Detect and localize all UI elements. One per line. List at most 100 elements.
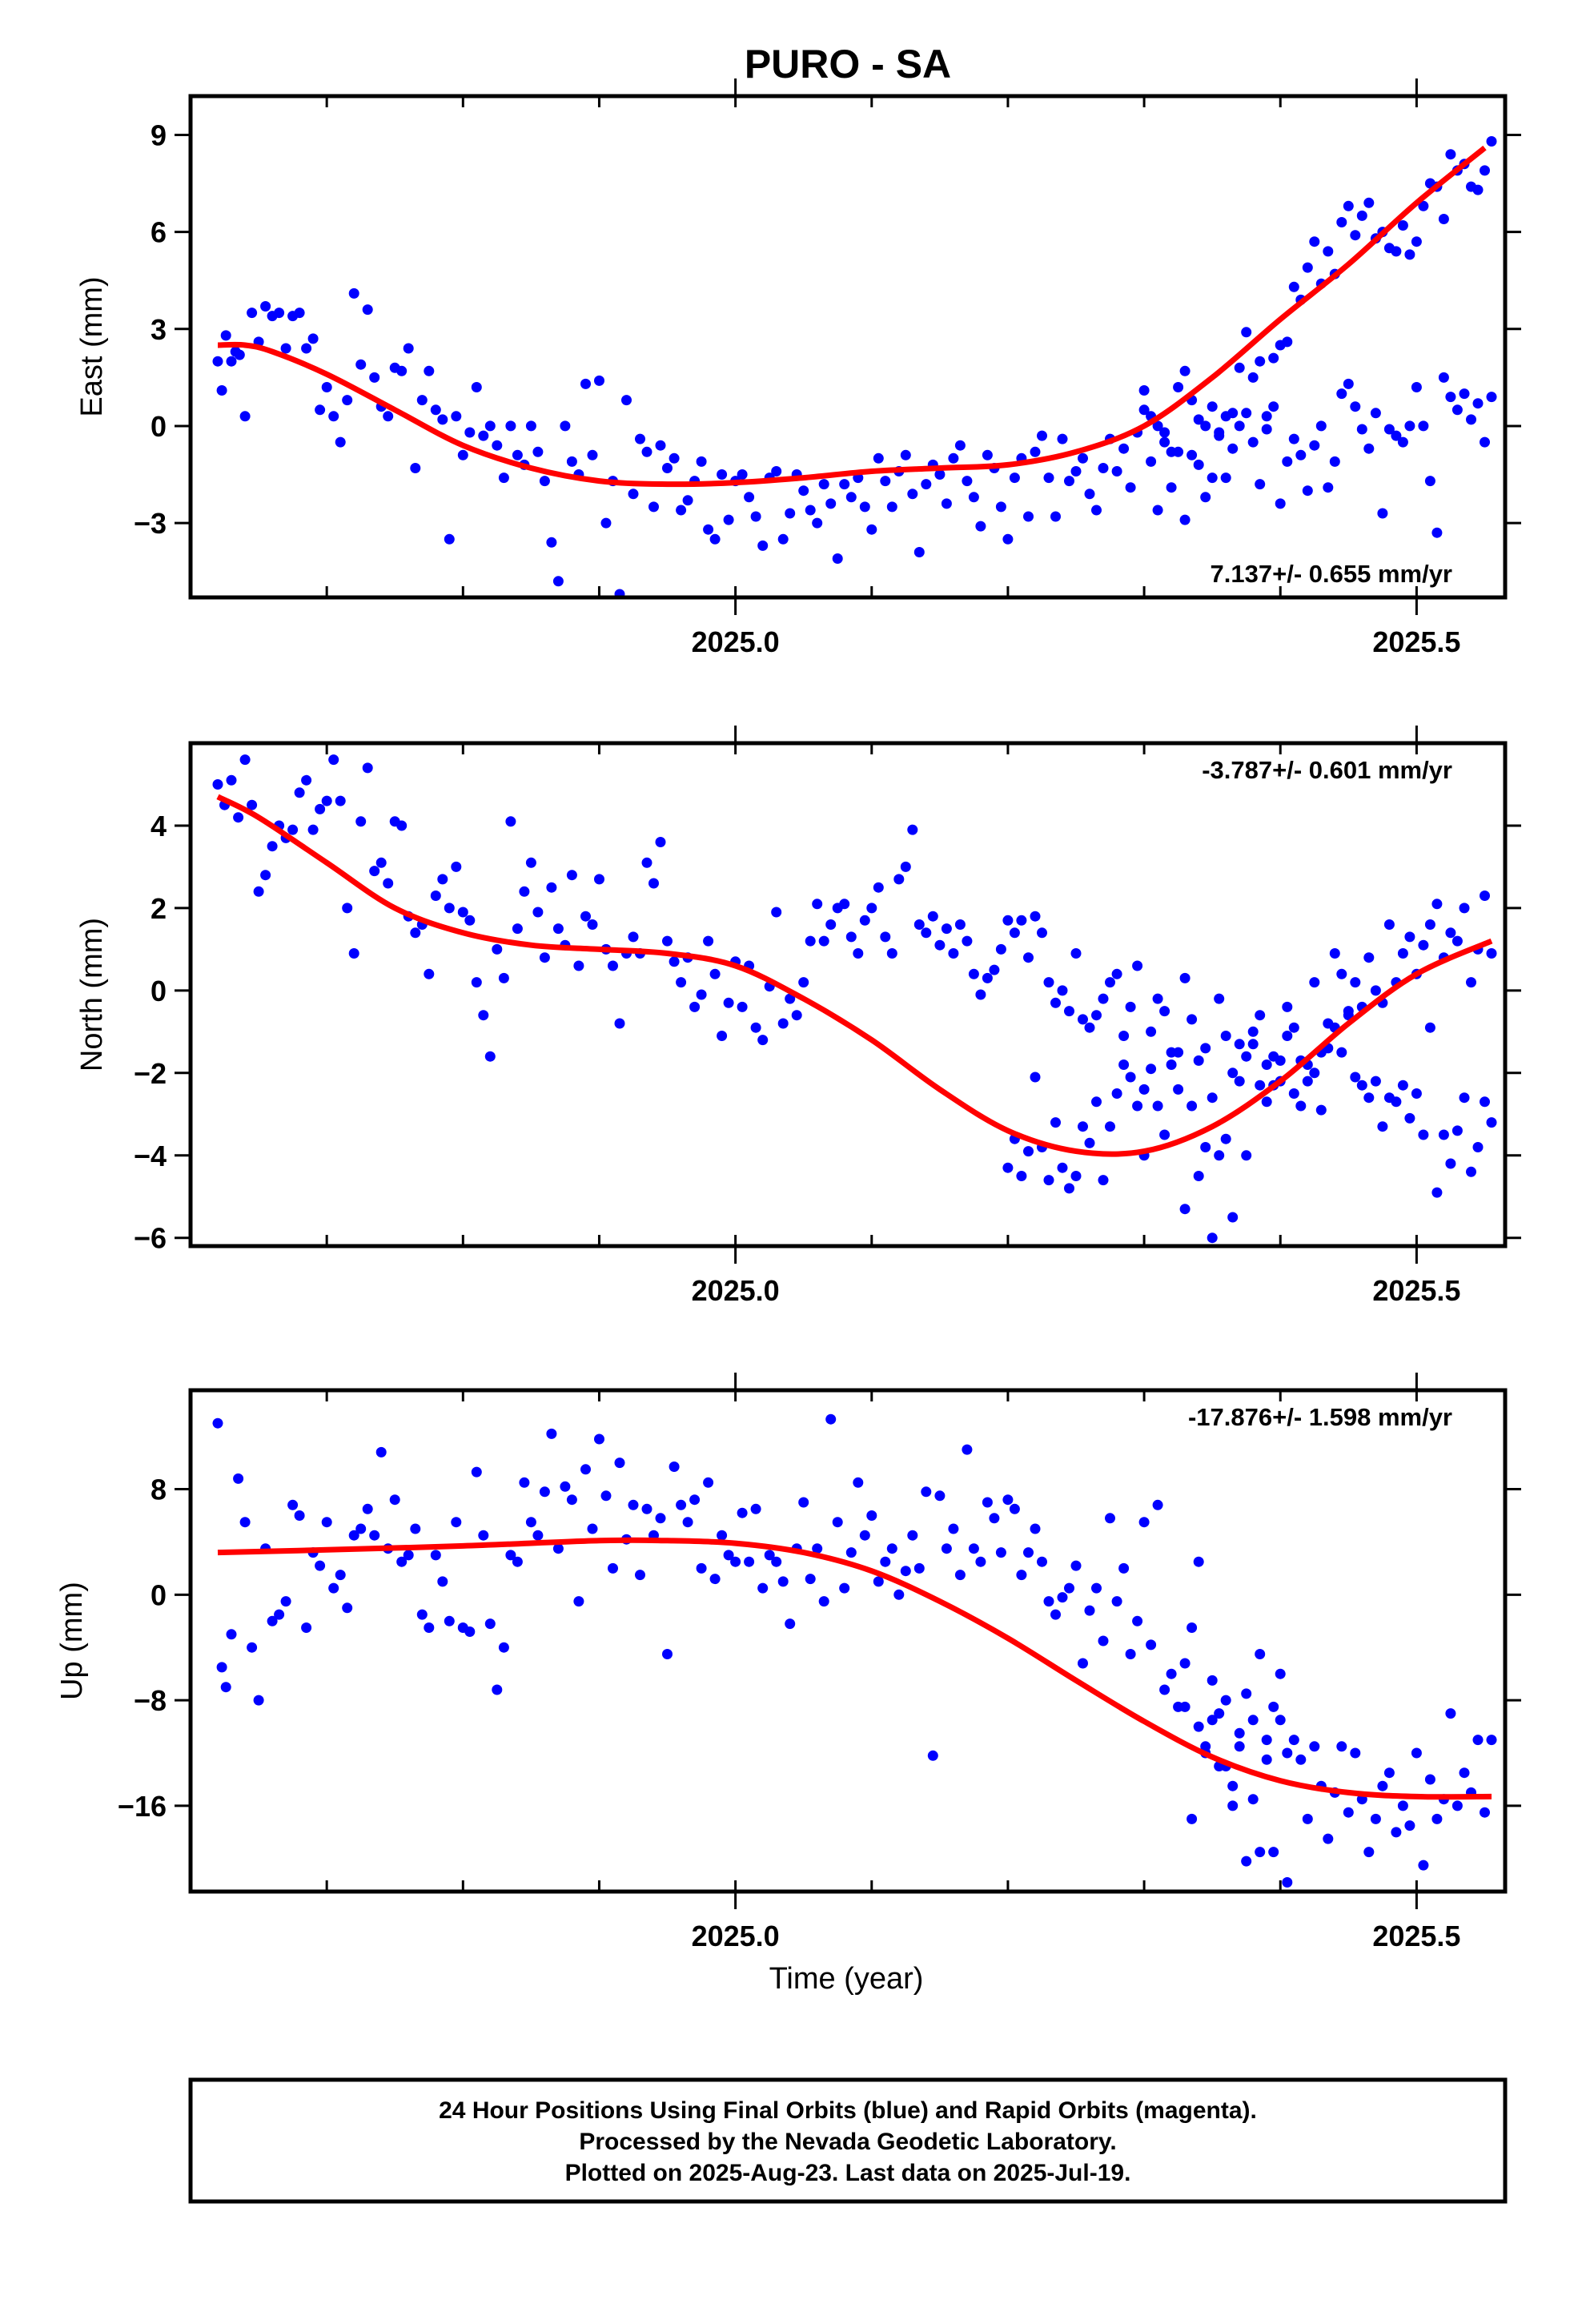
data-point bbox=[552, 576, 564, 587]
data-point bbox=[301, 1622, 312, 1633]
data-point bbox=[913, 919, 925, 930]
data-point bbox=[614, 1018, 625, 1029]
data-point bbox=[676, 505, 687, 516]
trend-line bbox=[217, 145, 1487, 488]
data-point bbox=[301, 774, 312, 786]
data-point bbox=[982, 1497, 993, 1508]
data-point bbox=[1350, 401, 1361, 412]
data-point bbox=[233, 812, 244, 823]
data-point bbox=[1111, 968, 1122, 979]
data-point bbox=[321, 795, 332, 806]
data-point bbox=[839, 479, 850, 490]
data-point bbox=[1411, 382, 1422, 392]
data-point bbox=[552, 923, 564, 935]
data-point bbox=[676, 1499, 687, 1510]
data-point bbox=[1064, 1183, 1074, 1194]
data-point bbox=[1070, 948, 1082, 959]
y-tick-label: −3 bbox=[134, 507, 167, 540]
data-point bbox=[1179, 1701, 1191, 1712]
data-point bbox=[1370, 1076, 1381, 1087]
data-point bbox=[1288, 1022, 1299, 1033]
x-tick-label: 2025.5 bbox=[1372, 1274, 1460, 1307]
y-tick-label: 9 bbox=[151, 119, 167, 151]
data-point bbox=[818, 479, 829, 490]
data-point bbox=[1138, 385, 1150, 396]
data-point bbox=[1057, 985, 1068, 996]
data-point bbox=[682, 1517, 693, 1528]
plot-frame bbox=[188, 741, 1508, 1248]
rate-label: 7.137+/- 0.655 mm/yr bbox=[1211, 560, 1452, 588]
data-point bbox=[1424, 1022, 1435, 1033]
data-point bbox=[1370, 408, 1381, 419]
data-point bbox=[1193, 1556, 1204, 1567]
data-point bbox=[1193, 1721, 1204, 1732]
data-point bbox=[798, 485, 809, 497]
data-point bbox=[982, 449, 993, 460]
data-point bbox=[1404, 1112, 1415, 1124]
data-point bbox=[424, 968, 435, 979]
data-point bbox=[1227, 1780, 1239, 1791]
data-point bbox=[1431, 899, 1443, 910]
data-point bbox=[948, 452, 959, 464]
data-point bbox=[566, 1494, 577, 1506]
data-point bbox=[1186, 1100, 1198, 1112]
data-point bbox=[1064, 1006, 1074, 1017]
data-point bbox=[927, 1750, 938, 1761]
data-point bbox=[886, 1543, 897, 1554]
data-point bbox=[220, 330, 231, 341]
data-point bbox=[532, 907, 544, 918]
data-point bbox=[492, 1684, 503, 1695]
data-point bbox=[1214, 1708, 1225, 1719]
data-point bbox=[212, 356, 223, 367]
data-point bbox=[1315, 1104, 1327, 1116]
data-point bbox=[342, 1602, 353, 1614]
data-point bbox=[274, 1609, 285, 1620]
data-point bbox=[1200, 1043, 1211, 1054]
data-point bbox=[1247, 1794, 1259, 1805]
plot-area-up bbox=[212, 1413, 1497, 1888]
trend-line bbox=[216, 794, 1493, 1157]
data-point bbox=[1214, 427, 1225, 438]
data-point bbox=[655, 837, 666, 847]
data-point bbox=[1452, 935, 1463, 947]
data-point bbox=[1282, 1031, 1293, 1041]
chart-title: PURO - SA bbox=[745, 42, 951, 86]
data-point bbox=[342, 395, 353, 406]
data-point bbox=[505, 816, 516, 827]
data-point bbox=[785, 508, 796, 519]
data-point bbox=[1247, 436, 1259, 448]
data-point bbox=[389, 1494, 400, 1506]
data-point bbox=[689, 1001, 701, 1012]
data-point bbox=[1247, 1039, 1259, 1050]
data-point bbox=[580, 1464, 591, 1475]
data-point bbox=[873, 882, 884, 893]
data-point bbox=[1220, 1031, 1231, 1041]
rate-label: -3.787+/- 0.601 mm/yr bbox=[1202, 756, 1452, 784]
data-point bbox=[1227, 443, 1239, 454]
data-point bbox=[212, 779, 223, 790]
data-point bbox=[1472, 184, 1484, 195]
data-point bbox=[315, 404, 326, 416]
plot-area-east bbox=[212, 136, 1497, 597]
data-point bbox=[995, 943, 1006, 955]
data-point bbox=[1111, 466, 1122, 476]
data-point bbox=[913, 1562, 925, 1574]
data-point bbox=[1070, 1560, 1082, 1571]
data-point bbox=[403, 343, 414, 354]
data-point bbox=[1309, 977, 1320, 988]
data-point bbox=[294, 787, 305, 798]
data-point bbox=[1268, 401, 1279, 412]
data-point bbox=[1132, 1100, 1143, 1112]
data-point bbox=[1138, 1517, 1150, 1528]
data-point bbox=[825, 1413, 837, 1425]
data-point bbox=[335, 1570, 346, 1581]
data-point bbox=[1227, 1068, 1239, 1079]
data-point bbox=[546, 1428, 557, 1439]
data-point bbox=[812, 1543, 823, 1554]
data-point bbox=[1207, 1092, 1218, 1104]
data-point bbox=[484, 1618, 496, 1630]
data-point bbox=[880, 476, 891, 487]
data-point bbox=[294, 308, 305, 319]
data-point bbox=[1159, 1129, 1170, 1140]
data-point bbox=[1350, 977, 1361, 988]
